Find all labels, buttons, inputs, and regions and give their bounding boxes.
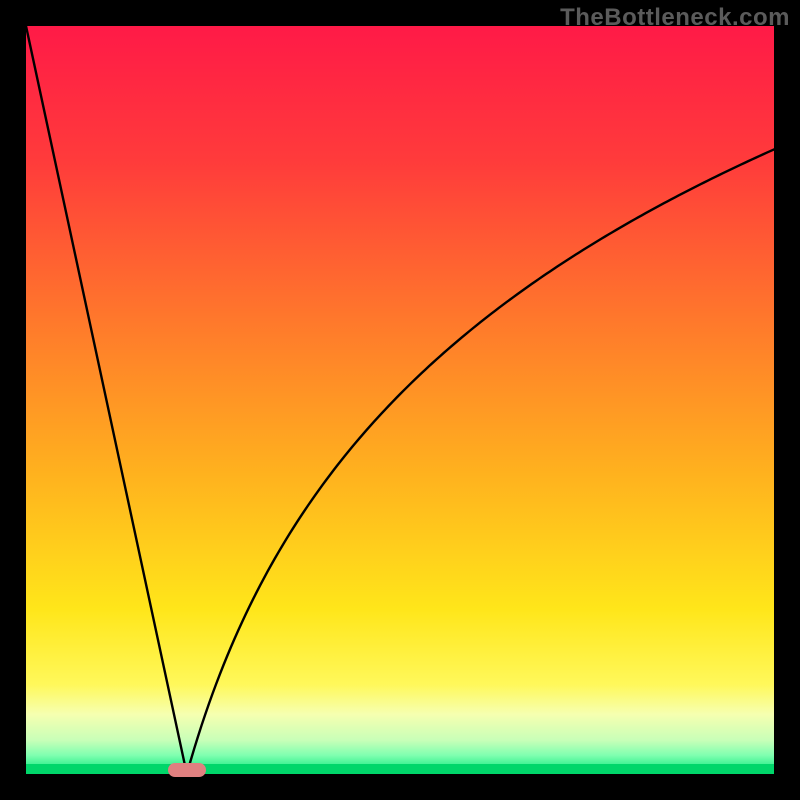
optimum-marker	[168, 763, 206, 777]
watermark-text: TheBottleneck.com	[560, 4, 790, 32]
chart-root: TheBottleneck.com	[0, 0, 800, 800]
plot-area	[26, 26, 774, 774]
bottleneck-curve	[26, 26, 774, 774]
